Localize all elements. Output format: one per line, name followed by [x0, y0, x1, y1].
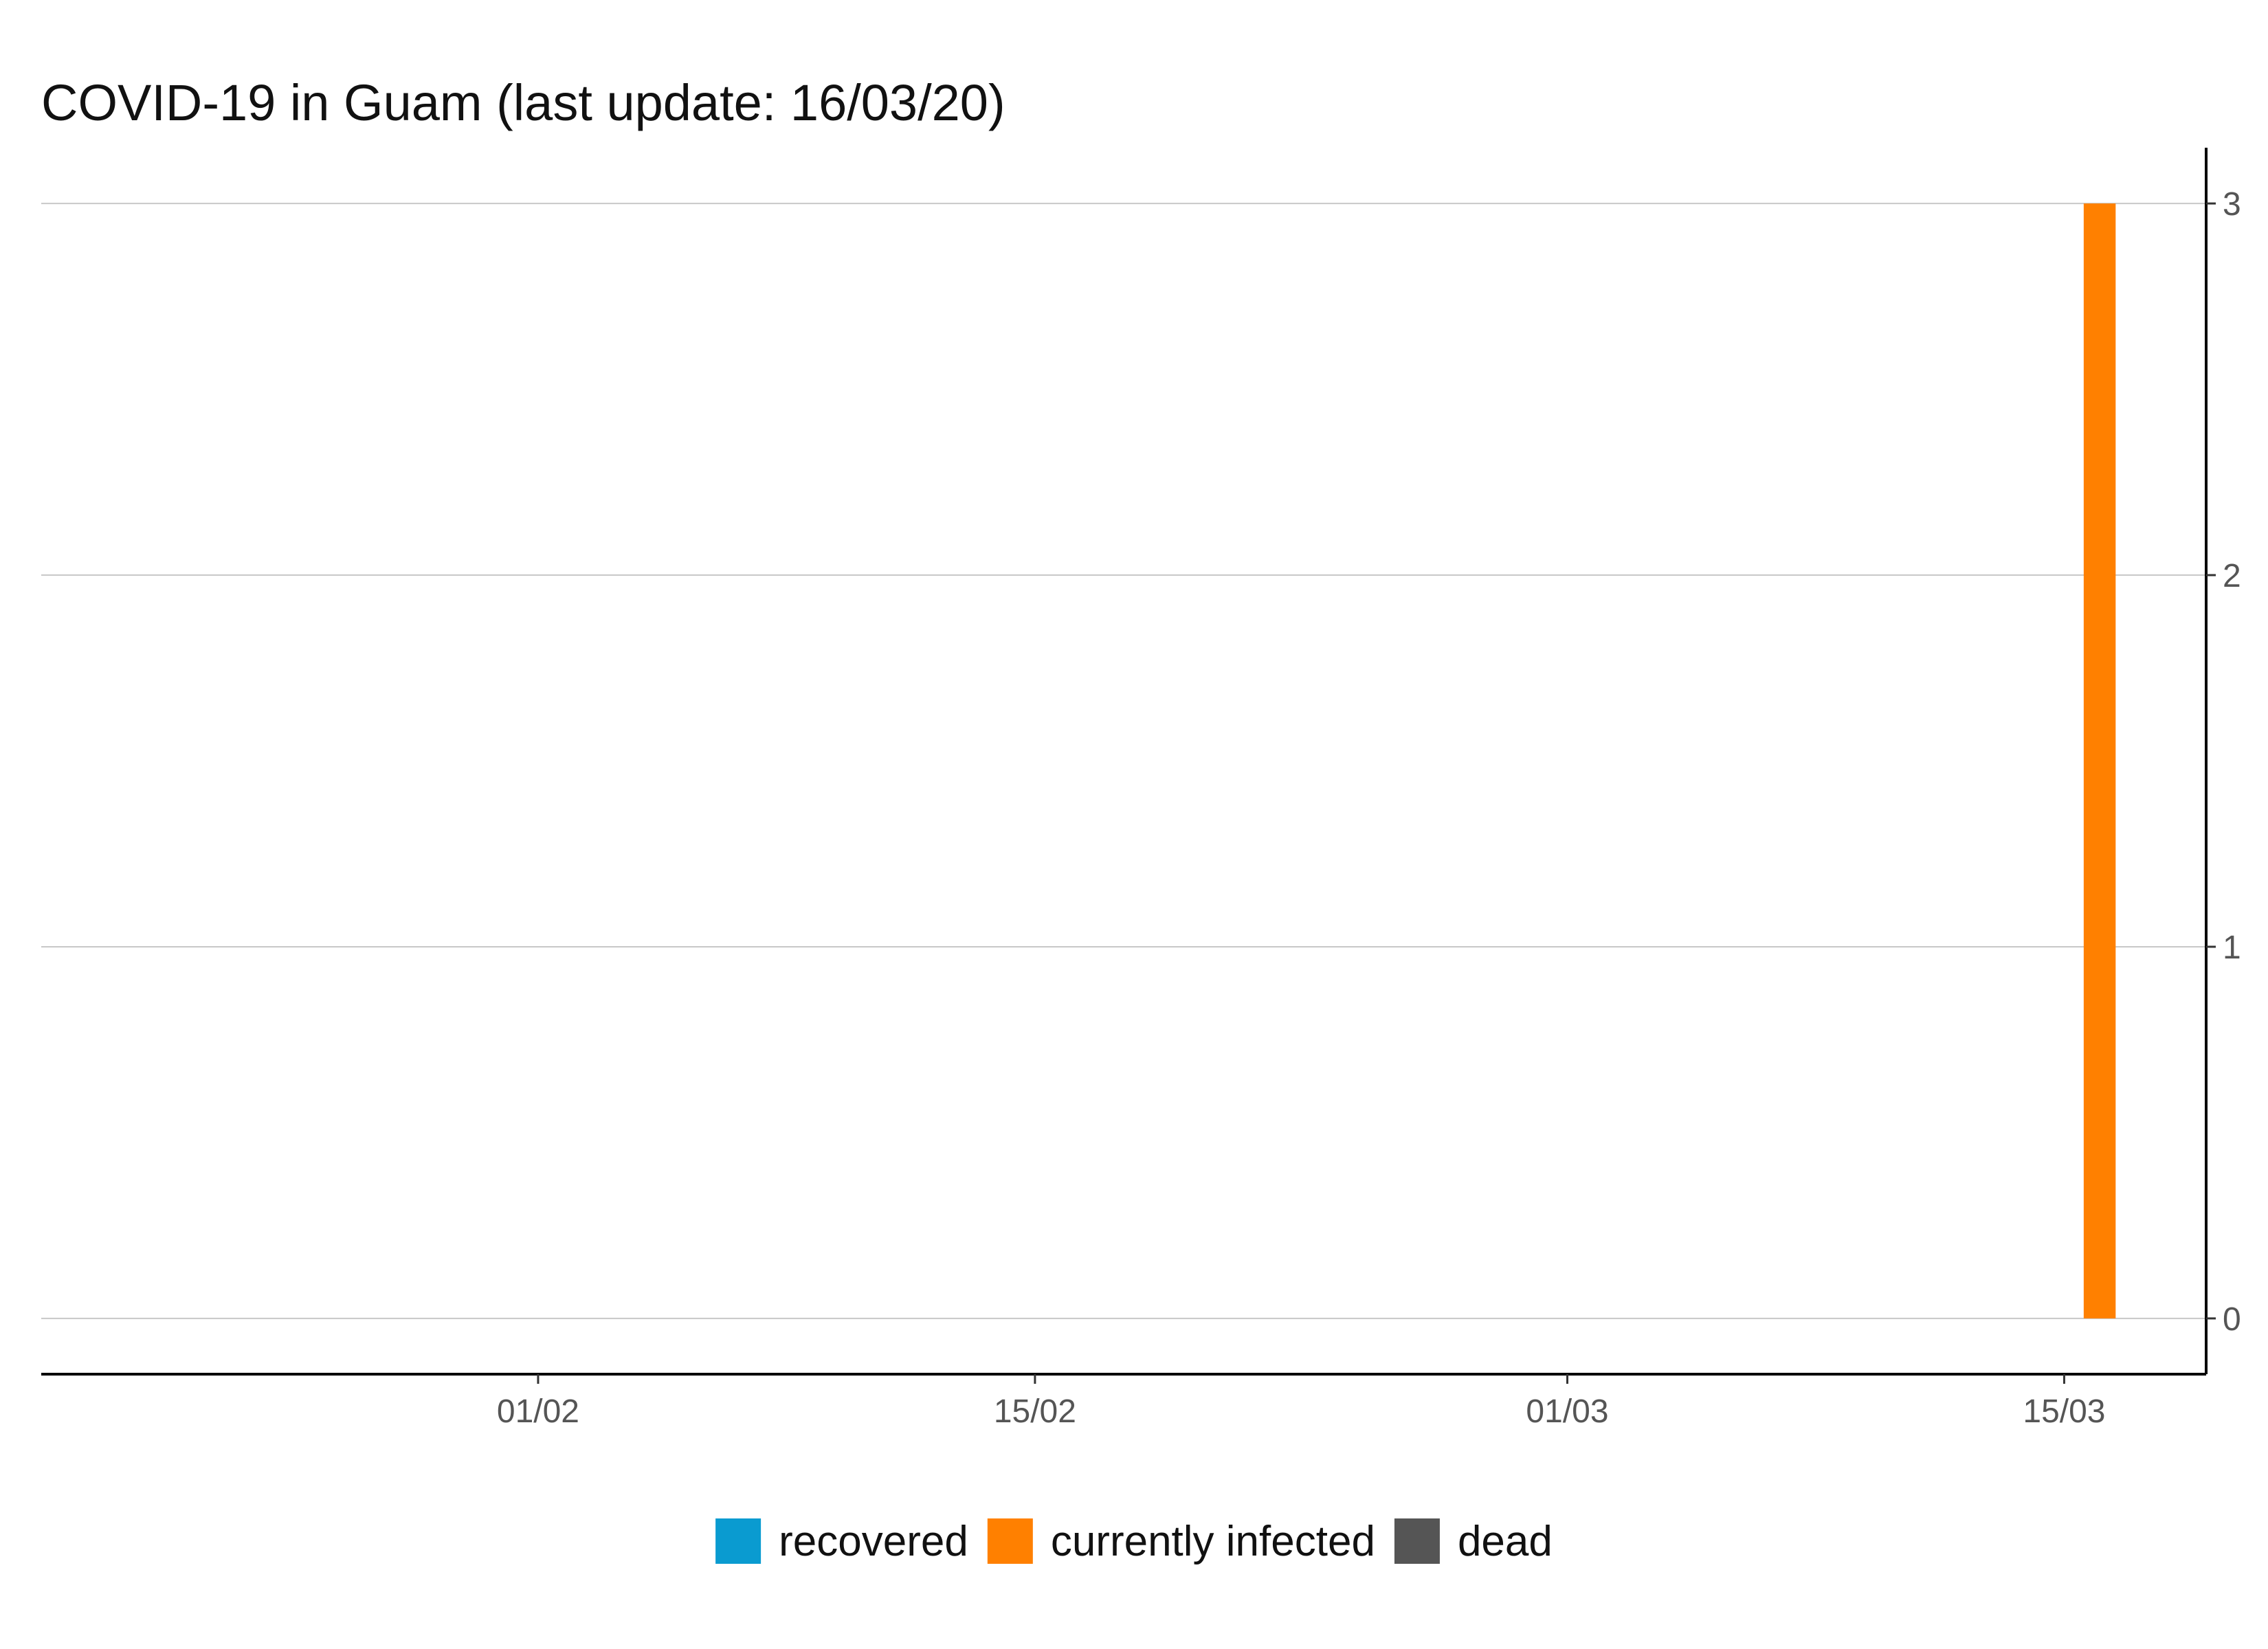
y-axis-ticks: 0 1 2 3	[2206, 186, 2241, 1338]
x-tick-label: 01/02	[497, 1393, 579, 1430]
legend-label: recovered	[779, 1518, 968, 1565]
legend-swatch	[715, 1518, 761, 1564]
y-tick-label: 1	[2223, 930, 2241, 966]
x-tick-label: 15/03	[2023, 1393, 2105, 1430]
legend-swatch	[1394, 1518, 1440, 1564]
bars	[2083, 203, 2116, 1319]
bar-currently-infected	[2083, 203, 2116, 1319]
legend-swatch	[987, 1518, 1033, 1564]
x-tick-label: 01/03	[1526, 1393, 1608, 1430]
legend-label: dead	[1458, 1518, 1553, 1565]
x-tick-label: 15/02	[994, 1393, 1076, 1430]
legend-item: dead	[1394, 1518, 1553, 1565]
y-tick-label: 2	[2223, 558, 2241, 594]
gridlines	[41, 203, 2206, 1319]
legend-label: currently infected	[1051, 1518, 1375, 1565]
y-tick-label: 3	[2223, 186, 2241, 223]
axes	[41, 148, 2208, 1376]
legend-item: recovered	[715, 1518, 968, 1565]
y-tick-label: 0	[2223, 1301, 2241, 1338]
x-axis-ticks: 01/02 15/02 01/03 15/03	[497, 1374, 2106, 1430]
legend: recovered currently infected dead	[715, 1518, 1553, 1565]
legend-item: currently infected	[987, 1518, 1375, 1565]
chart-title: COVID-19 in Guam (last update: 16/03/20)	[41, 74, 1005, 131]
